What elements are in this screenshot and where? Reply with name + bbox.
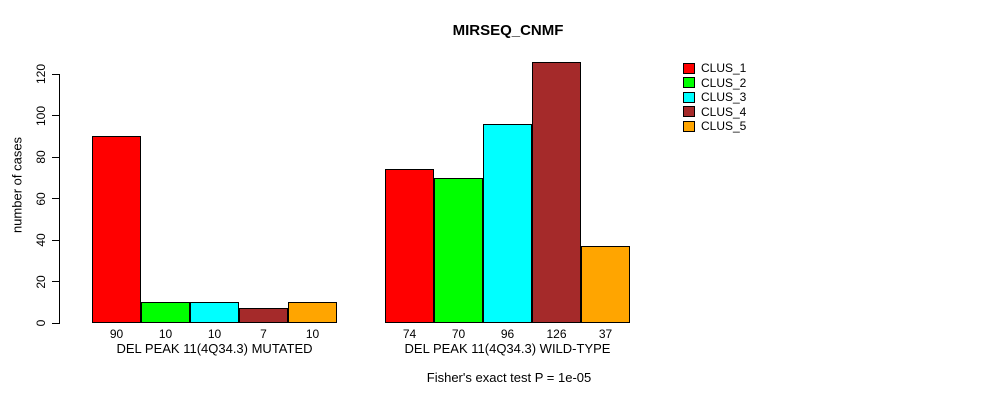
- bar-clus_2: [434, 177, 483, 323]
- bar-value-label: 7: [260, 327, 267, 341]
- legend-item: CLUS_1: [683, 61, 746, 76]
- y-tick-label: 60: [34, 191, 48, 206]
- bar-value-label: 37: [598, 327, 613, 341]
- bar-clus_1: [92, 136, 141, 323]
- legend-item: CLUS_5: [683, 119, 746, 134]
- y-tick-label: 80: [34, 150, 48, 164]
- bar-clus_2: [141, 302, 190, 323]
- bar-clus_4: [239, 308, 288, 323]
- bar-value-label: 70: [451, 327, 466, 341]
- y-tick: [52, 115, 59, 116]
- bar-value-label: 74: [402, 327, 417, 341]
- legend-swatch-icon: [683, 91, 695, 103]
- y-axis-line: [59, 74, 60, 324]
- bar-value-label: 10: [207, 327, 222, 341]
- legend-swatch-icon: [683, 77, 695, 89]
- y-tick: [52, 73, 59, 75]
- legend: CLUS_1 CLUS_2 CLUS_3 CLUS_4 CLUS_5: [683, 61, 746, 134]
- legend-swatch-icon: [683, 120, 695, 132]
- legend-label: CLUS_5: [701, 119, 747, 134]
- fisher-test-note: Fisher's exact test P = 1e-05: [426, 370, 592, 385]
- bar-clus_3: [190, 302, 239, 323]
- y-tick: [52, 281, 59, 282]
- y-tick: [52, 198, 59, 199]
- y-tick: [52, 156, 59, 158]
- group-label: DEL PEAK 11(4Q34.3) WILD-TYPE: [404, 341, 611, 356]
- y-tick-label: 40: [34, 233, 48, 247]
- bar-value-label: 96: [500, 327, 515, 341]
- y-tick: [52, 322, 59, 324]
- bar-clus_3: [483, 123, 532, 323]
- legend-label: CLUS_2: [701, 75, 747, 90]
- legend-item: CLUS_4: [683, 105, 746, 120]
- legend-swatch-icon: [683, 106, 695, 118]
- y-tick-label: 100: [34, 105, 48, 126]
- y-tick: [52, 239, 59, 241]
- y-tick-label: 20: [34, 274, 48, 289]
- chart-title: MIRSEQ_CNMF: [452, 22, 564, 39]
- bar-value-label: 126: [546, 327, 567, 341]
- bar-clus_1: [385, 169, 434, 323]
- legend-label: CLUS_1: [701, 61, 747, 76]
- legend-swatch-icon: [683, 62, 695, 74]
- y-tick-label: 120: [34, 63, 48, 85]
- bar-value-label: 90: [109, 327, 124, 341]
- y-tick-label: 0: [34, 319, 48, 327]
- bar-clus_5: [581, 246, 630, 323]
- legend-label: CLUS_4: [701, 104, 747, 119]
- bar-value-label: 10: [158, 327, 173, 341]
- legend-label: CLUS_3: [701, 90, 747, 105]
- legend-item: CLUS_3: [683, 90, 746, 105]
- group-label: DEL PEAK 11(4Q34.3) MUTATED: [116, 341, 313, 356]
- bar-clus_5: [288, 302, 337, 323]
- bar-clus_4: [532, 61, 581, 323]
- y-axis-label: number of cases: [9, 136, 25, 234]
- legend-item: CLUS_2: [683, 76, 746, 91]
- bar-value-label: 10: [305, 327, 320, 341]
